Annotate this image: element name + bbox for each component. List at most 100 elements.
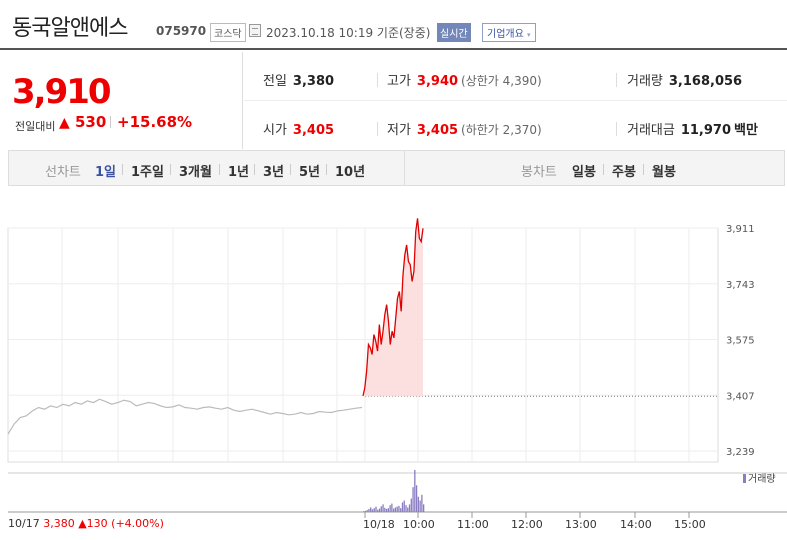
volume-bar <box>408 504 411 512</box>
document-icon[interactable] <box>249 24 261 37</box>
prev-day-rate: (+4.00%) <box>111 517 164 530</box>
volume-swatch <box>743 474 746 483</box>
prev-day-close: 3,380 <box>43 517 75 530</box>
tab-5year[interactable]: 5년 <box>299 165 321 180</box>
volume-bar <box>385 508 388 512</box>
stat-value: 11,970 <box>680 123 732 138</box>
today-area <box>363 218 423 397</box>
up-triangle-icon: ▲ <box>59 115 70 131</box>
prev-day-change: 130 <box>86 517 108 530</box>
divider <box>326 164 327 175</box>
prev-day-date: 10/17 <box>8 517 40 530</box>
stock-name: 동국알앤에스 <box>12 16 128 41</box>
volume-bar <box>396 506 398 512</box>
stat-value: 3,380 <box>292 74 335 89</box>
tab-3month[interactable]: 3개월 <box>179 165 212 180</box>
upper-limit: (상한가 4,390) <box>461 74 542 88</box>
x-tick-label: 10:00 <box>403 518 435 531</box>
volume-bar <box>421 494 423 512</box>
current-price: 3,910 <box>12 72 112 112</box>
realtime-button[interactable]: 실시간 <box>437 23 471 42</box>
volume-bar <box>389 505 391 512</box>
stat-label: 거래량 <box>627 74 663 89</box>
tab-1week[interactable]: 1주일 <box>131 165 164 180</box>
tab-monthly-candle[interactable]: 월봉 <box>652 165 676 180</box>
volume-bar <box>403 500 405 512</box>
x-tick-label: 13:00 <box>565 518 597 531</box>
y-tick-label: 3,575 <box>726 336 755 347</box>
stat-value: 3,405 <box>292 123 335 138</box>
volume-bar <box>394 507 397 512</box>
tab-daily-candle[interactable]: 일봉 <box>572 165 596 180</box>
y-axis-labels: 3,911 3,743 3,575 3,407 3,239 <box>726 224 755 458</box>
prev-day-summary: 10/17 3,380 ▲130 (+4.00%) <box>8 517 164 530</box>
today-series-line <box>362 218 424 397</box>
volume-bar <box>364 510 367 512</box>
tab-1day[interactable]: 1일 <box>95 165 117 180</box>
volume-bar <box>400 508 402 512</box>
volume-bar <box>373 508 375 512</box>
divider <box>219 164 220 175</box>
divider <box>603 164 604 175</box>
x-tick-label: 11:00 <box>457 518 489 531</box>
divider <box>616 73 617 87</box>
price-change: 530 <box>75 113 107 131</box>
volume-legend-label: 거래량 <box>748 474 776 485</box>
x-axis-labels: 10/18 10:00 11:00 12:00 13:00 14:00 15:00 <box>363 512 706 531</box>
line-chart-label: 선차트 <box>45 165 81 180</box>
x-tick-label: 15:00 <box>674 518 706 531</box>
previous-day-series-line <box>7 398 363 435</box>
chart-grid <box>7 227 719 463</box>
volume-bar <box>415 485 418 512</box>
volume-bar <box>401 502 404 512</box>
volume-bar <box>368 508 370 512</box>
tab-1year[interactable]: 1년 <box>228 165 250 180</box>
divider <box>244 100 787 101</box>
divider <box>170 164 171 175</box>
volume-bar <box>384 507 386 512</box>
company-overview-label: 기업개요 <box>487 29 524 40</box>
chart-tab-bar: 선차트 1일 1주일 3개월 1년 3년 5년 10년 봉차트 일봉 주봉 월봉 <box>8 150 785 186</box>
divider <box>110 116 111 128</box>
chevron-down-icon: ▾ <box>527 31 531 39</box>
volume-bar <box>363 511 365 512</box>
volume-bar <box>398 505 400 512</box>
volume-legend: 거래량 <box>743 470 776 485</box>
divider <box>616 122 617 136</box>
volume-bar <box>391 503 393 512</box>
stat-label: 고가 <box>387 74 411 89</box>
divider <box>377 122 378 136</box>
stat-amount: 거래대금 11,970 백만 <box>627 119 758 138</box>
today-series <box>362 218 424 397</box>
tab-10year[interactable]: 10년 <box>335 165 366 180</box>
volume-bar <box>366 510 368 512</box>
previous-day-line <box>7 398 363 435</box>
y-tick-label: 3,911 <box>726 224 755 235</box>
y-tick-label: 3,743 <box>726 280 755 291</box>
company-overview-button[interactable]: 기업개요 ▾ <box>482 23 536 42</box>
divider <box>377 73 378 87</box>
plot-border <box>7 227 719 463</box>
tab-weekly-candle[interactable]: 주봉 <box>612 165 636 180</box>
timestamp: 2023.10.18 10:19 기준(장중) <box>266 26 431 40</box>
divider <box>404 151 405 185</box>
tab-3year[interactable]: 3년 <box>263 165 285 180</box>
up-triangle-icon: ▲ <box>78 517 87 530</box>
volume-bar <box>393 508 395 512</box>
x-tick-label: 10/18 <box>363 518 395 531</box>
volume-bar <box>417 496 420 512</box>
divider <box>290 164 291 175</box>
x-tick-label: 12:00 <box>511 518 543 531</box>
divider <box>254 164 255 175</box>
volume-bar <box>370 507 372 512</box>
stat-prev-close: 전일 3,380 <box>263 70 334 89</box>
volume-bars <box>8 470 787 513</box>
stats-panel: 전일 3,380 고가 3,940 (상한가 4,390) 거래량 3,168,056 … <box>244 52 787 149</box>
volume-bar <box>371 509 374 512</box>
stock-header: 동국알앤에스 075970 코스닥 2023.10.18 10:19 기준(장중… <box>0 0 787 50</box>
stat-value: 3,940 <box>416 74 459 89</box>
stat-label: 전일 <box>263 74 287 89</box>
stat-high: 고가 3,940 (상한가 4,390) <box>387 70 542 89</box>
price-chart: 3,911 3,743 3,575 3,407 3,239 10/18 10:00 11:0… <box>7 218 787 531</box>
stat-low: 저가 3,405 (하한가 2,370) <box>387 119 542 138</box>
